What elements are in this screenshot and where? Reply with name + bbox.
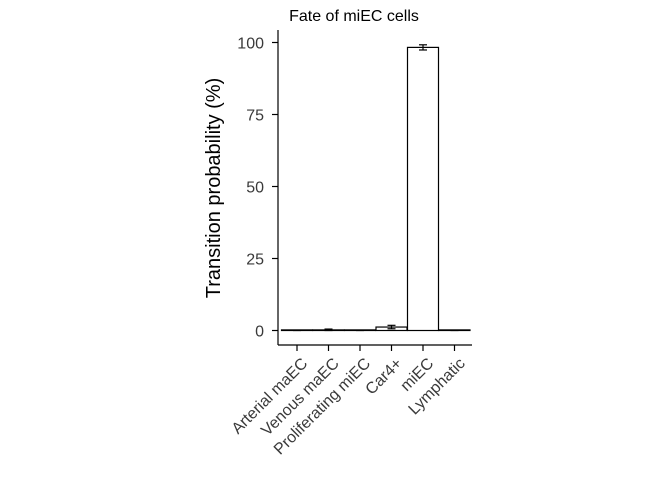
bar: [406, 46, 440, 332]
y-tick-label: 100: [237, 36, 264, 53]
y-axis-label: Transition probability (%): [203, 78, 225, 298]
y-tick-label: 0: [255, 324, 264, 341]
y-tick-label: 50: [246, 180, 264, 197]
x-tick-label: Car4+: [363, 355, 406, 398]
chart-title: Fate of miEC cells: [289, 8, 419, 25]
y-tick-label: 25: [246, 252, 264, 269]
y-tick-label: 75: [246, 108, 264, 125]
